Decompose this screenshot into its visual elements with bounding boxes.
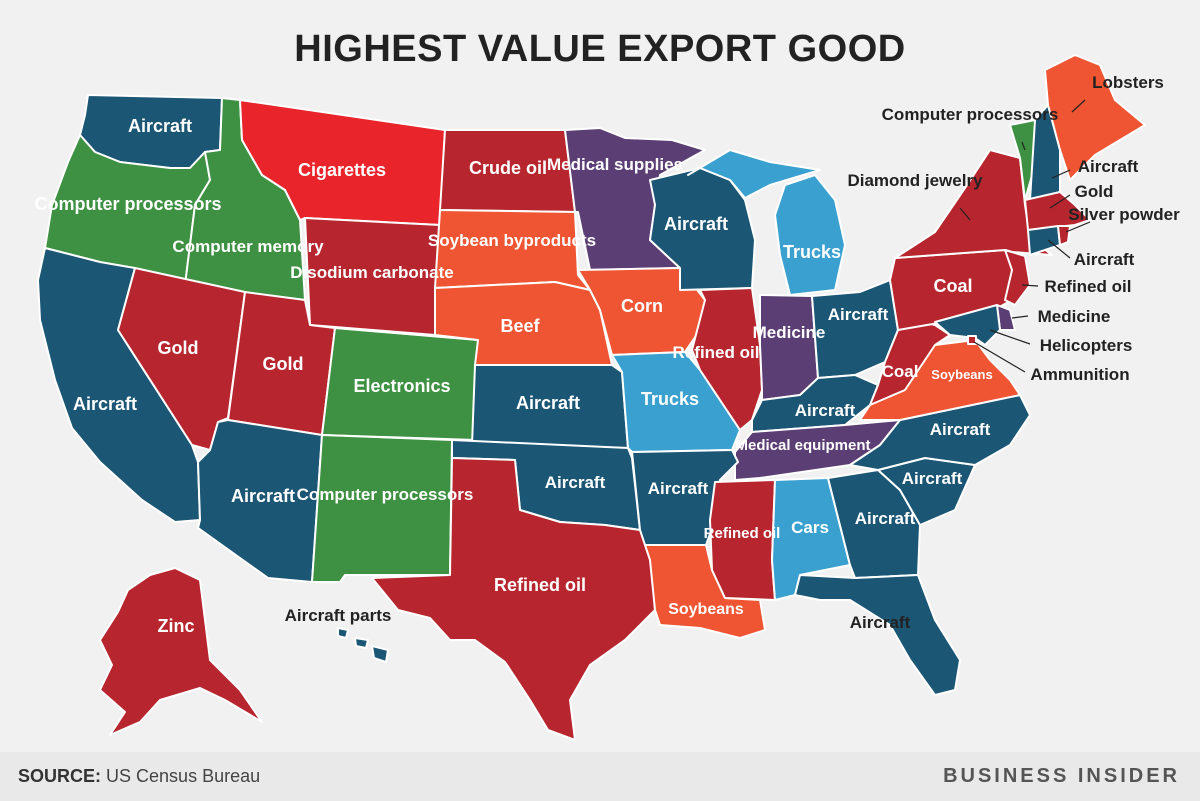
- label-ct: Aircraft: [1074, 250, 1135, 269]
- state-hi[interactable]: [337, 627, 389, 663]
- state-md[interactable]: [934, 304, 1001, 346]
- label-pa: Coal: [933, 276, 972, 296]
- state-ri[interactable]: [1057, 225, 1071, 246]
- label-ma: Gold: [1075, 182, 1114, 201]
- label-nd: Crude oil: [469, 158, 547, 178]
- label-mt: Cigarettes: [298, 160, 386, 180]
- leader-dc: [973, 341, 1026, 373]
- label-hi: Aircraft parts: [285, 606, 392, 625]
- label-va: Soybeans: [931, 367, 992, 382]
- label-or: Computer processors: [34, 194, 221, 214]
- label-wv: Coal: [882, 362, 919, 381]
- label-nj: Refined oil: [1045, 277, 1132, 296]
- label-sc: Aircraft: [902, 469, 963, 488]
- leader-nh: [1051, 169, 1071, 179]
- label-oh: Aircraft: [828, 305, 889, 324]
- us-map: Aircraft Computer processors Computer me…: [34, 54, 1180, 741]
- label-md: Helicopters: [1040, 336, 1133, 355]
- label-tn: Medical equipment: [735, 437, 870, 454]
- map-title: HIGHEST VALUE EXPORT GOOD: [294, 28, 906, 70]
- state-mi-upper[interactable]: [687, 149, 821, 199]
- label-dc: Ammunition: [1030, 365, 1129, 384]
- source-text: US Census Bureau: [106, 766, 261, 786]
- label-ks: Aircraft: [516, 393, 580, 413]
- label-ky: Aircraft: [795, 401, 856, 420]
- label-ak: Zinc: [157, 616, 194, 636]
- label-il: Refined oil: [673, 343, 760, 362]
- label-nc: Aircraft: [930, 420, 991, 439]
- label-mn: Medical supplies: [547, 155, 683, 174]
- leader-ny: [959, 207, 971, 221]
- label-nv: Gold: [158, 338, 199, 358]
- leader-vt: [1021, 141, 1026, 151]
- source-label: SOURCE:: [18, 766, 102, 786]
- state-sd[interactable]: [434, 209, 591, 291]
- label-fl: Aircraft: [850, 613, 911, 632]
- leader-ri: [1065, 221, 1091, 233]
- state-in[interactable]: [759, 294, 819, 401]
- leader-me: [1071, 99, 1086, 113]
- label-ne: Beef: [500, 316, 540, 336]
- label-ny: Diamond jewelry: [847, 171, 983, 190]
- label-ar: Aircraft: [648, 479, 709, 498]
- label-al: Cars: [791, 518, 829, 537]
- label-sd: Soybean byproducts: [428, 231, 596, 250]
- label-mi: Trucks: [783, 242, 841, 262]
- label-id: Computer memory: [172, 237, 324, 256]
- label-wi: Aircraft: [664, 214, 728, 234]
- state-mo[interactable]: [611, 351, 741, 453]
- label-me: Lobsters: [1092, 73, 1164, 92]
- label-az: Aircraft: [231, 486, 295, 506]
- label-ut: Gold: [263, 354, 304, 374]
- label-ri: Silver powder: [1068, 205, 1180, 224]
- brand-logo: BUSINESS INSIDER: [943, 765, 1180, 787]
- label-vt: Computer processors: [882, 105, 1059, 124]
- leader-de: [1011, 315, 1029, 319]
- state-nh[interactable]: [1029, 104, 1061, 201]
- label-wy: Disodium carbonate: [290, 263, 453, 282]
- state-me[interactable]: [1044, 54, 1146, 181]
- leader-nj: [1021, 284, 1039, 287]
- label-de: Medicine: [1038, 307, 1111, 326]
- label-co: Electronics: [353, 376, 450, 396]
- label-nh: Aircraft: [1078, 157, 1139, 176]
- label-in: Medicine: [753, 323, 826, 342]
- state-wv[interactable]: [869, 319, 951, 406]
- state-ak[interactable]: [99, 567, 263, 736]
- source-line: SOURCE: US Census Bureau: [18, 766, 260, 787]
- state-fl[interactable]: [794, 574, 961, 696]
- label-ok: Aircraft: [545, 473, 606, 492]
- state-nj[interactable]: [1004, 249, 1031, 306]
- state-vt[interactable]: [1009, 119, 1036, 201]
- leader-md: [989, 329, 1031, 345]
- label-ia: Corn: [621, 296, 663, 316]
- state-mi[interactable]: [774, 174, 846, 296]
- label-ca: Aircraft: [73, 394, 137, 414]
- state-il[interactable]: [691, 287, 763, 431]
- label-tx: Refined oil: [494, 575, 586, 595]
- state-tx[interactable]: [371, 457, 656, 741]
- leader-ma: [1049, 194, 1071, 209]
- label-la: Soybeans: [668, 601, 744, 618]
- label-wa: Aircraft: [128, 116, 192, 136]
- leader-ct: [1047, 239, 1071, 259]
- state-nm[interactable]: [311, 434, 453, 583]
- label-nm: Computer processors: [297, 485, 474, 504]
- label-mo: Trucks: [641, 389, 699, 409]
- label-ms: Refined oil: [704, 525, 781, 542]
- footer: SOURCE: US Census Bureau BUSINESS INSIDE…: [0, 752, 1200, 801]
- label-ga: Aircraft: [855, 509, 916, 528]
- state-ct[interactable]: [1027, 225, 1061, 256]
